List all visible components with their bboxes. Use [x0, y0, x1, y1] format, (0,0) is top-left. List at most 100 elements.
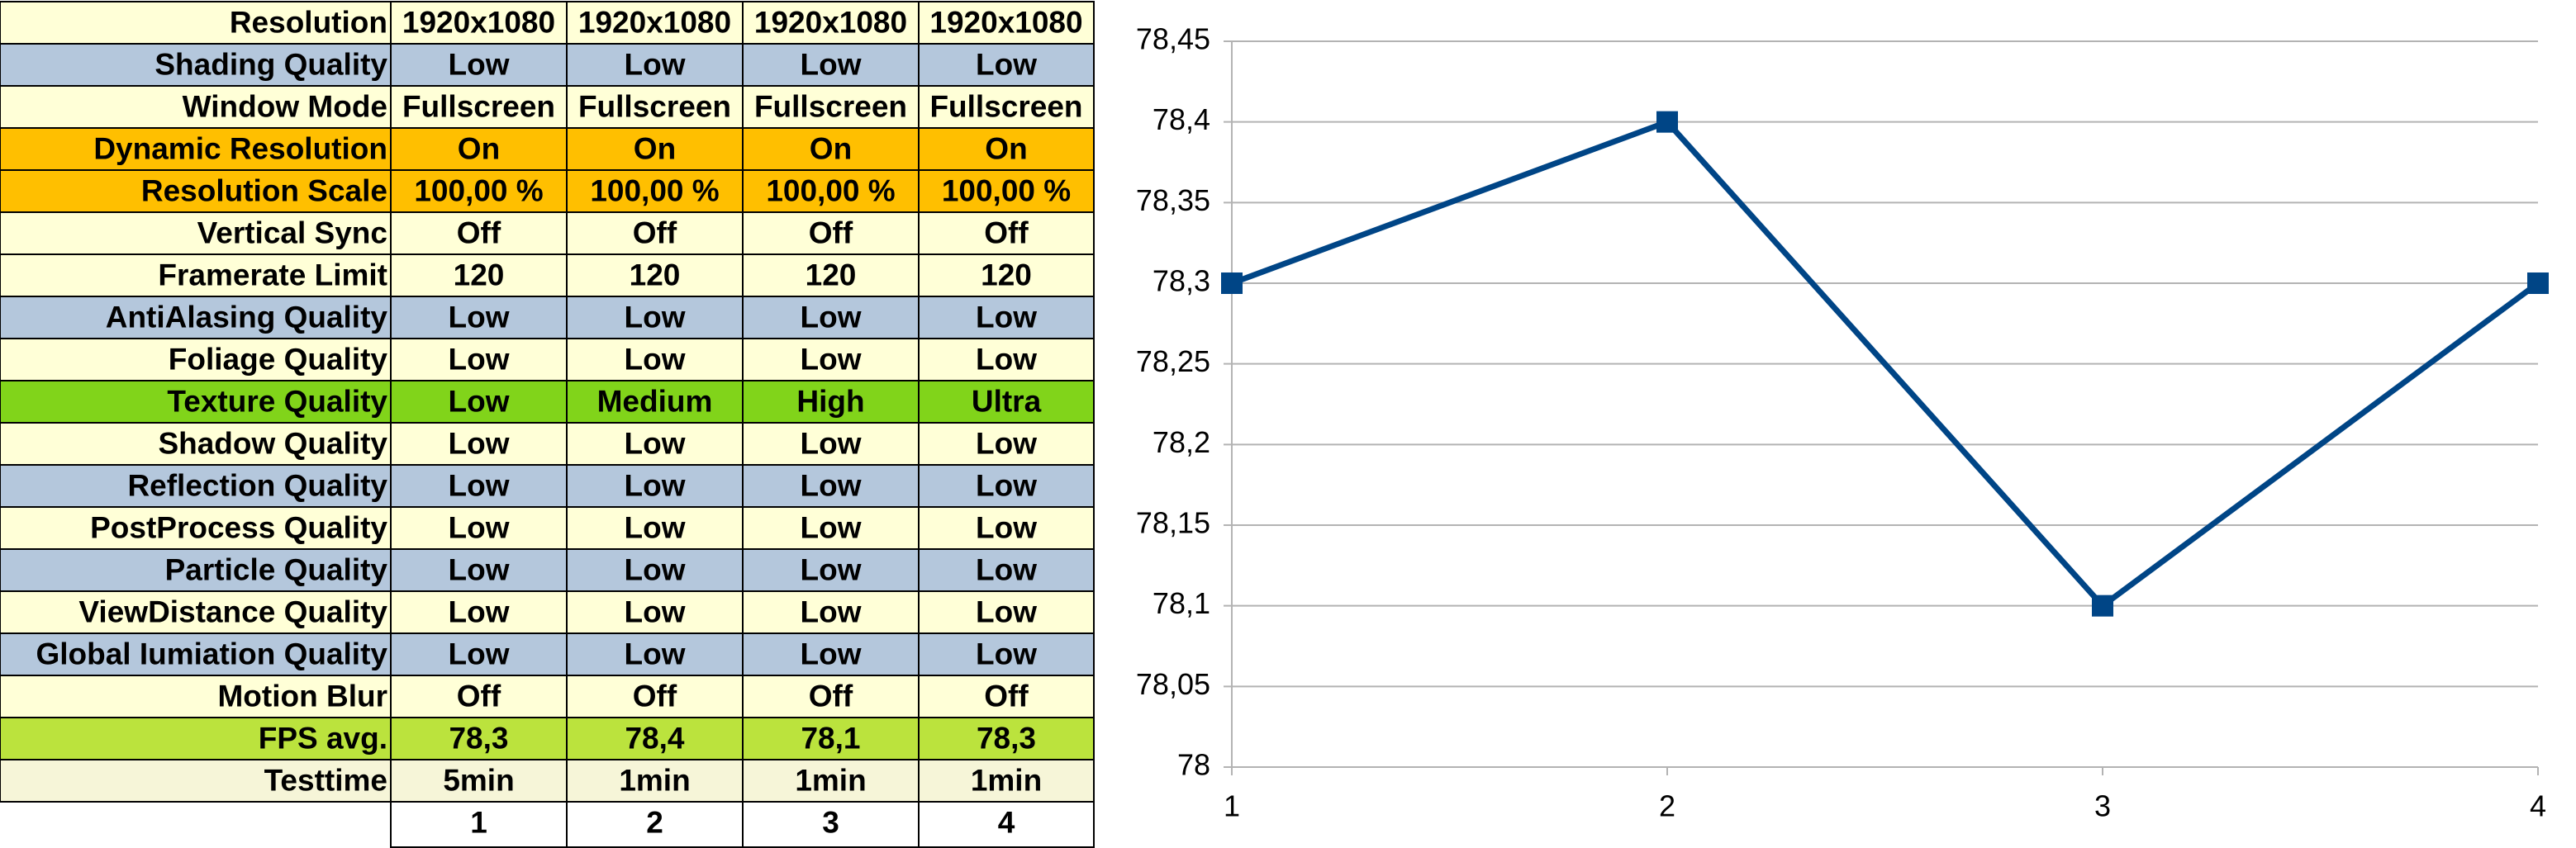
cell-value: Low [801, 552, 862, 586]
cell-value: 78,4 [625, 721, 684, 755]
row-label: Resolution Scale [141, 173, 387, 207]
cell-value: Ultra [972, 384, 1042, 418]
cell-value: On [985, 131, 1027, 165]
cell-value: Off [984, 216, 1029, 249]
cell-value: Low [976, 300, 1037, 334]
cell-value: Low [976, 637, 1037, 670]
row-label: Global Iumiation Quality [36, 637, 387, 670]
cell-value: Low [625, 552, 686, 586]
cell-value: Low [449, 552, 510, 586]
row-background [0, 759, 1095, 803]
cell-value: Low [801, 510, 862, 544]
row-label: Dynamic Resolution [93, 131, 387, 165]
cell-value: Off [633, 216, 677, 249]
cell-value: Low [801, 595, 862, 628]
cell-value: 120 [630, 258, 681, 291]
cell-value: Low [625, 47, 686, 81]
series-line [1230, 119, 2540, 609]
row-label: Window Mode [183, 89, 387, 123]
row-background [0, 211, 1095, 255]
row-label: Resolution [230, 5, 387, 39]
row-background [0, 253, 1095, 297]
cell-value: 120 [454, 258, 505, 291]
y-tick-label: 78,15 [1136, 506, 1210, 540]
cell-value: Low [625, 637, 686, 670]
cell-value: Low [976, 552, 1037, 586]
cell-value: Low [625, 595, 686, 628]
cell-value: On [810, 131, 852, 165]
cell-value: Off [457, 679, 501, 713]
cell-value: Low [625, 300, 686, 334]
row-background [0, 169, 1095, 213]
cell-value: Low [449, 342, 510, 376]
cell-value: Low [449, 595, 510, 628]
cell-value: 100,00 % [942, 173, 1071, 207]
cell-value: Fullscreen [754, 89, 907, 123]
cell-value: Low [449, 637, 510, 670]
cell-value: Low [801, 47, 862, 81]
cell-value: Low [625, 468, 686, 502]
row-background [0, 590, 1095, 634]
cell-value: Medium [597, 384, 713, 418]
cell-value: High [796, 384, 864, 418]
cell-value: Low [449, 47, 510, 81]
y-tick-label: 78,2 [1153, 425, 1210, 459]
row-background [0, 506, 1095, 550]
row-label: ViewDistance Quality [78, 595, 387, 628]
row-background [0, 380, 1095, 424]
y-tick-label: 78,35 [1136, 183, 1210, 217]
cell-value: Low [976, 47, 1037, 81]
row-label: Framerate Limit [158, 258, 387, 291]
column-number: 2 [646, 805, 663, 839]
cell-value: Low [449, 384, 510, 418]
cell-value: Low [801, 426, 862, 460]
cell-value: Low [976, 510, 1037, 544]
row-label: Texture Quality [167, 384, 387, 418]
cell-value: Low [801, 468, 862, 502]
row-label: FPS avg. [259, 721, 387, 755]
data-point [2092, 595, 2113, 617]
cell-value: 1920x1080 [402, 5, 555, 39]
cell-value: Low [449, 468, 510, 502]
x-tick-label: 2 [1659, 789, 1675, 823]
cell-value: 78,1 [801, 721, 860, 755]
cell-value: 1min [795, 763, 866, 797]
cell-value: On [458, 131, 500, 165]
cell-value: Low [449, 300, 510, 334]
row-background [0, 338, 1095, 381]
cell-value: 100,00 % [766, 173, 895, 207]
row-label: PostProcess Quality [90, 510, 387, 544]
row-background [0, 127, 1095, 171]
data-point [1656, 111, 1678, 133]
row-label: Testtime [264, 763, 387, 797]
column-number: 1 [470, 805, 487, 839]
cell-value: 120 [981, 258, 1032, 291]
y-tick-label: 78,3 [1153, 264, 1210, 298]
row-label: Motion Blur [217, 679, 387, 713]
cell-value: 1920x1080 [578, 5, 731, 39]
cell-value: 5min [443, 763, 514, 797]
row-label: Foliage Quality [169, 342, 388, 376]
row-background [0, 43, 1095, 87]
row-background [0, 464, 1095, 508]
cell-value: Low [801, 300, 862, 334]
row-label: Shadow Quality [158, 426, 387, 460]
column-number: 4 [998, 805, 1015, 839]
column-number: 3 [822, 805, 839, 839]
cell-value: 1920x1080 [929, 5, 1082, 39]
cell-value: Off [809, 679, 853, 713]
cell-value: Off [457, 216, 501, 249]
row-background [0, 85, 1095, 129]
cell-value: Low [976, 595, 1037, 628]
cell-value: Low [976, 342, 1037, 376]
cell-value: Fullscreen [402, 89, 555, 123]
data-point [2527, 272, 2549, 294]
cell-value: Off [809, 216, 853, 249]
cell-value: Low [976, 426, 1037, 460]
cell-value: Low [449, 426, 510, 460]
cell-value: Low [801, 637, 862, 670]
data-point [1221, 272, 1243, 294]
cell-value: Off [633, 679, 677, 713]
cell-value: Low [976, 468, 1037, 502]
